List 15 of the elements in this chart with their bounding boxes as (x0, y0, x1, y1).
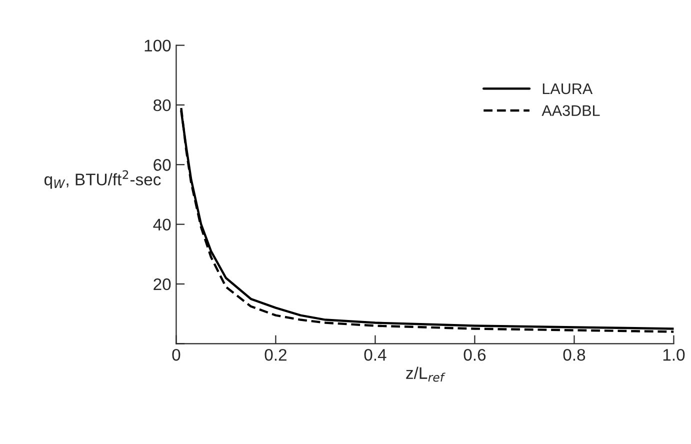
x-tick-label: 0 (172, 348, 180, 361)
y-tick-label: 40 (153, 218, 171, 231)
x-tick-label: 0.8 (563, 348, 586, 361)
legend-label: AA3DBL (542, 105, 600, 116)
y-tick-label: 100 (144, 40, 171, 52)
y-tick-label: 20 (154, 278, 171, 290)
y-tick-label: 80 (154, 99, 171, 112)
x-tick-label: 0.4 (364, 348, 386, 361)
x-axis-title: z/L$_{ref}$ (406, 366, 446, 382)
y-axis-title: q$_{W}$, BTU/ft$^{2}$-sec (44, 170, 161, 189)
x-tick-label: 0.6 (464, 348, 486, 361)
y-tick-label: 60 (154, 159, 171, 171)
legend-label: LAURA (542, 83, 593, 94)
x-tick-label: 0.2 (264, 348, 286, 361)
x-tick-label: 1.0 (663, 348, 685, 361)
